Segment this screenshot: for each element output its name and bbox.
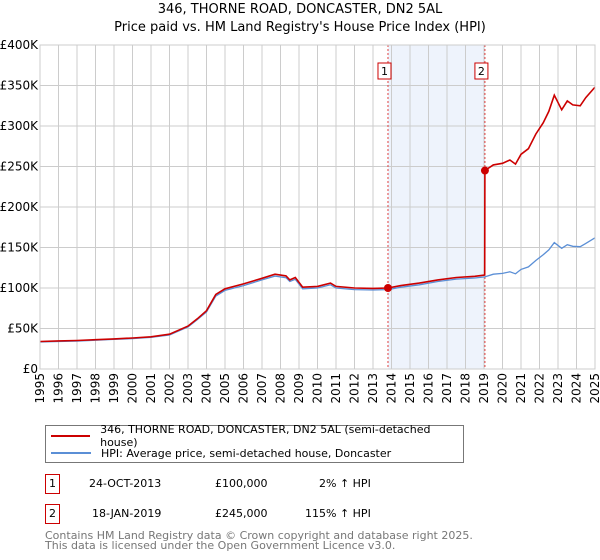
x-tick-label: 1998 bbox=[89, 373, 103, 404]
sale-marker-label: 2 bbox=[45, 504, 60, 524]
legend-swatch-blue bbox=[51, 452, 91, 454]
x-tick-label: 2003 bbox=[181, 373, 195, 404]
sale-date: 24-OCT-2013 bbox=[89, 477, 162, 490]
sale-hpi-change: 2% ↑ HPI bbox=[319, 477, 371, 490]
y-tick-label: £250K bbox=[0, 160, 39, 174]
x-tick-label: 2021 bbox=[514, 373, 528, 404]
chart-title: 346, THORNE ROAD, DONCASTER, DN2 5AL bbox=[157, 2, 443, 17]
legend-label: HPI: Average price, semi-detached house,… bbox=[101, 446, 392, 460]
x-tick-label: 2004 bbox=[200, 373, 214, 404]
x-tick-label: 2012 bbox=[348, 373, 362, 404]
x-tick-label: 1997 bbox=[70, 373, 84, 404]
x-tick-label: 2010 bbox=[311, 373, 325, 404]
legend-item-hpi: HPI: Average price, semi-detached house,… bbox=[51, 445, 391, 461]
plot-area: £0 £50K £100K £150K £200K £250K £300K £350K £400… bbox=[0, 38, 600, 404]
x-tick-label: 2014 bbox=[385, 373, 399, 404]
x-tick-label: 2022 bbox=[533, 373, 547, 404]
x-tick-label: 2025 bbox=[588, 373, 600, 404]
sale-point bbox=[383, 284, 392, 292]
y-tick-label: £300K bbox=[0, 119, 39, 133]
x-tick-label: 1996 bbox=[52, 373, 66, 404]
x-tick-label: 2007 bbox=[255, 373, 269, 404]
x-tick-label: 2006 bbox=[237, 373, 251, 404]
legend: 346, THORNE ROAD, DONCASTER, DN2 5AL (se… bbox=[45, 423, 464, 463]
footer-licence: This data is licensed under the Open Gov… bbox=[45, 539, 396, 552]
sale-marker-box bbox=[377, 62, 392, 80]
sale-point bbox=[480, 166, 489, 175]
x-tick-label: 2009 bbox=[292, 373, 306, 404]
x-tick-label: 2020 bbox=[496, 373, 510, 404]
y-tick-label: £50K bbox=[7, 322, 39, 336]
sale-marker-label: 1 bbox=[45, 474, 60, 494]
x-tick-label: 2016 bbox=[422, 373, 436, 404]
sale-marker-box bbox=[474, 62, 489, 80]
property-price-line bbox=[39, 86, 596, 343]
y-tick-label: £100K bbox=[0, 281, 39, 295]
x-tick-label: 2023 bbox=[551, 373, 565, 404]
legend-swatch-red bbox=[51, 435, 91, 437]
x-tick-label: 2018 bbox=[459, 373, 473, 404]
x-tick-label: 2019 bbox=[477, 373, 491, 404]
x-tick-label: 1999 bbox=[107, 373, 121, 404]
x-tick-label: 2011 bbox=[329, 373, 343, 404]
legend-label: 346, THORNE ROAD, DONCASTER, DN2 5AL (se… bbox=[100, 423, 431, 449]
x-tick-label: 2013 bbox=[366, 373, 380, 404]
y-tick-label: £200K bbox=[0, 200, 39, 214]
y-tick-label: £0 bbox=[23, 362, 38, 376]
sale-row-2: 2 18-JAN-2019 £245,000 115% ↑ HPI bbox=[45, 504, 465, 524]
x-tick-label: 2001 bbox=[144, 373, 158, 404]
y-tick-label: £350K bbox=[0, 79, 39, 93]
y-tick-label: £150K bbox=[0, 241, 39, 255]
plot-frame bbox=[39, 44, 596, 370]
sale-hpi-change: 115% ↑ HPI bbox=[305, 507, 371, 520]
x-tick-label: 2000 bbox=[126, 373, 140, 404]
sale-row-1: 1 24-OCT-2013 £100,000 2% ↑ HPI bbox=[45, 474, 465, 494]
sale-date: 18-JAN-2019 bbox=[92, 507, 162, 520]
x-tick-label: 1995 bbox=[33, 373, 47, 404]
x-tick-label: 2024 bbox=[570, 373, 584, 404]
x-tick-label: 2002 bbox=[163, 373, 177, 404]
x-tick-label: 2015 bbox=[403, 373, 417, 404]
sale-marker-label: 1 bbox=[381, 65, 388, 78]
x-tick-label: 2017 bbox=[440, 373, 454, 404]
chart-subtitle: Price paid vs. HM Land Registry's House … bbox=[114, 20, 486, 35]
sale-price: £245,000 bbox=[215, 507, 268, 520]
sale-price: £100,000 bbox=[215, 477, 268, 490]
legend-item-property: 346, THORNE ROAD, DONCASTER, DN2 5AL (se… bbox=[51, 423, 463, 449]
footer-copyright: Contains HM Land Registry data © Crown c… bbox=[45, 529, 473, 542]
sale-marker-label: 2 bbox=[478, 65, 485, 78]
y-tick-label: £400K bbox=[0, 38, 39, 52]
x-tick-label: 2005 bbox=[218, 373, 232, 404]
x-tick-label: 2008 bbox=[274, 373, 288, 404]
